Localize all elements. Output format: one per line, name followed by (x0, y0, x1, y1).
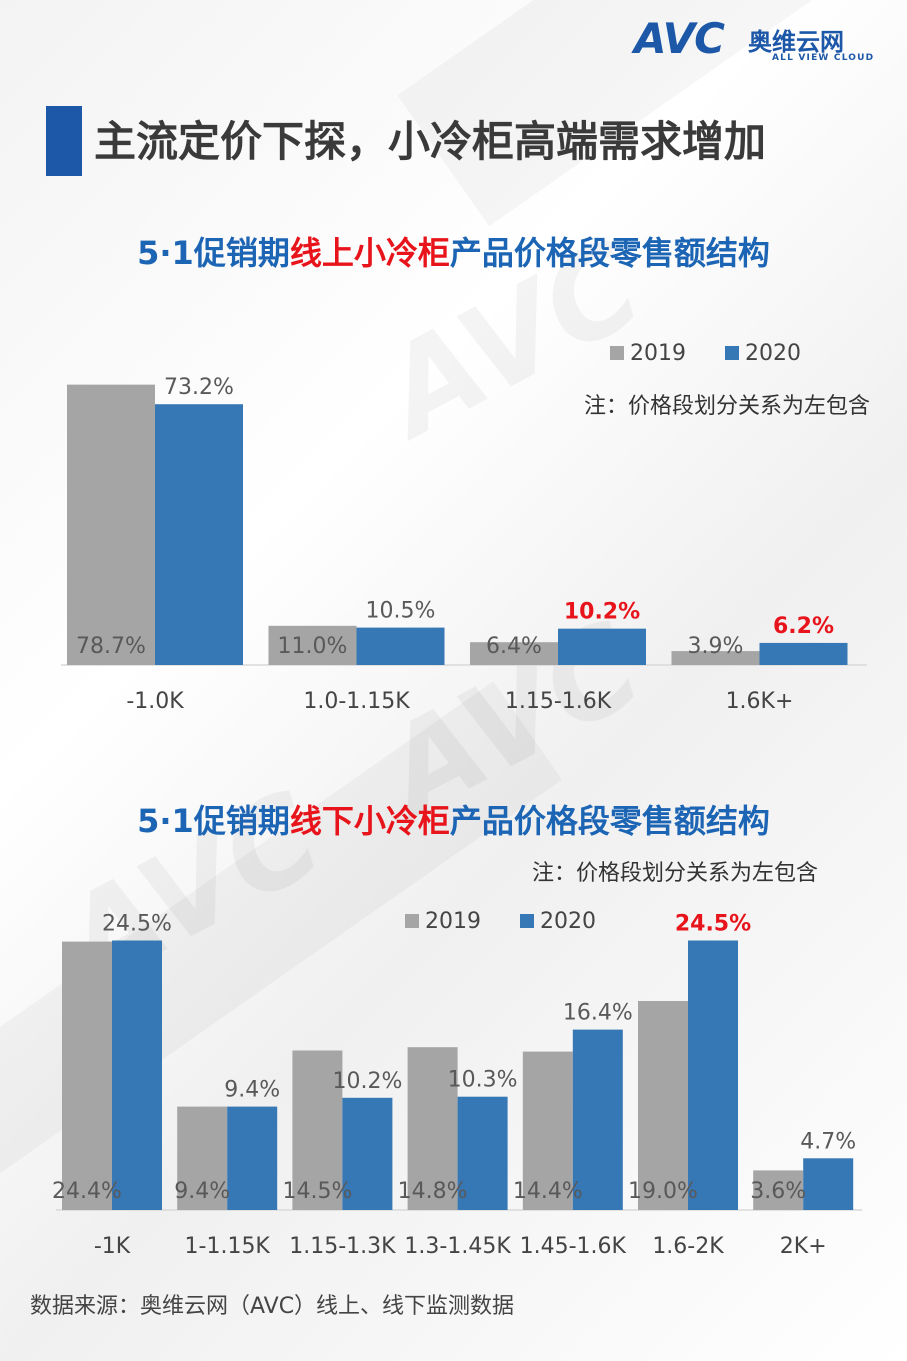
data-label-2019: 19.0% (628, 1179, 698, 1204)
chart-title-suffix: 产品价格段零售额结构 (449, 802, 770, 840)
chart-title-prefix: 5·1促销期 (137, 802, 290, 840)
category-label: 1.6-2K (652, 1234, 724, 1259)
data-label-2019: 14.8% (398, 1179, 468, 1204)
bar-2020 (155, 404, 243, 665)
chart-title-highlight: 线上小冷柜 (289, 234, 450, 272)
bar-2019 (522, 1051, 573, 1210)
category-label: 1.6K+ (726, 689, 794, 714)
bar-2019 (753, 1170, 804, 1210)
data-label-2020: 10.5% (366, 599, 436, 624)
data-label-2019: 3.6% (750, 1179, 806, 1204)
chart-note: 注：价格段划分关系为左包含 (532, 861, 818, 886)
category-label: 1.15-1.3K (289, 1234, 396, 1259)
bar-2020 (227, 1106, 278, 1210)
chart-title-online: 5·1促销期线上小冷柜产品价格段零售额结构 (0, 228, 907, 274)
data-label-2020: 10.2% (332, 1069, 402, 1094)
category-label: 2K+ (780, 1234, 827, 1259)
data-label-2020: 10.2% (564, 600, 640, 625)
data-label-2019: 78.7% (76, 634, 146, 659)
legend-label-2019: 2019 (630, 341, 686, 366)
avc-logo: AVC 奥维云网 ALL VIEW CLOUD (634, 14, 884, 68)
data-label-2019: 14.5% (282, 1179, 352, 1204)
data-label-2020: 24.5% (102, 912, 172, 937)
category-label: -1K (94, 1234, 131, 1259)
category-label: -1.0K (126, 689, 184, 714)
bar-2019 (62, 941, 112, 1210)
chart-title-suffix: 产品价格段零售额结构 (449, 234, 770, 272)
legend-label-2020: 2020 (540, 909, 596, 934)
bar-2019 (638, 1001, 688, 1210)
bar-2020 (688, 940, 738, 1210)
bar-2019 (268, 625, 357, 665)
data-label-2020: 4.7% (800, 1129, 856, 1154)
title-accent-bar (46, 106, 82, 176)
category-label: 1.15-1.6K (505, 689, 612, 714)
category-label: 1-1.15K (185, 1234, 271, 1259)
bar-2020 (342, 1097, 393, 1210)
bar-2019 (671, 651, 760, 665)
legend-swatch-2020 (520, 914, 534, 928)
data-source: 数据来源：奥维云网（AVC）线上、线下监测数据 (30, 1294, 515, 1319)
data-label-2020: 10.3% (448, 1068, 518, 1093)
bar-2020 (558, 628, 646, 665)
data-label-2020: 73.2% (164, 375, 234, 400)
legend-swatch-2020 (725, 346, 739, 360)
chart-title-prefix: 5·1促销期 (137, 234, 290, 272)
data-label-2019: 24.4% (52, 1179, 122, 1204)
bar-2019 (67, 384, 155, 665)
page-title: 主流定价下探，小冷柜高端需求增加 (94, 117, 767, 166)
bar-2019 (470, 642, 558, 665)
legend-label-2019: 2019 (425, 909, 481, 934)
bar-2019 (177, 1106, 228, 1210)
category-label: 1.0-1.15K (303, 689, 410, 714)
data-label-2019: 3.9% (688, 634, 744, 659)
chart-title-highlight: 线下小冷柜 (289, 802, 450, 840)
category-label: 1.45-1.6K (520, 1234, 627, 1259)
bar-2019 (292, 1050, 343, 1210)
bar-2020 (112, 940, 162, 1210)
legend-label-2020: 2020 (745, 341, 801, 366)
chart-note: 注：价格段划分关系为左包含 (584, 394, 870, 419)
bar-2019 (407, 1047, 458, 1210)
data-label-2019: 9.4% (174, 1179, 230, 1204)
bar-2020 (803, 1158, 854, 1210)
data-label-2019: 6.4% (486, 634, 542, 659)
bar-2020 (759, 642, 848, 665)
chart-title-offline: 5·1促销期线下小冷柜产品价格段零售额结构 (0, 796, 907, 842)
logo-name-cn: 奥维云网 (748, 28, 844, 56)
bar-2020 (572, 1029, 623, 1210)
logo-mark: AVC (634, 14, 725, 63)
bar-2020 (457, 1096, 508, 1210)
bar-2020 (356, 627, 445, 665)
data-label-2020: 9.4% (224, 1078, 280, 1103)
data-label-2019: 14.4% (513, 1179, 583, 1204)
data-label-2019: 11.0% (278, 634, 348, 659)
data-label-2020: 24.5% (675, 912, 751, 937)
data-label-2020: 16.4% (563, 1001, 633, 1026)
category-label: 1.3-1.45K (404, 1234, 511, 1259)
legend-swatch-2019 (405, 914, 419, 928)
data-label-2020: 6.2% (773, 614, 834, 639)
logo-name-en: ALL VIEW CLOUD (772, 53, 875, 63)
legend-swatch-2019 (610, 346, 624, 360)
